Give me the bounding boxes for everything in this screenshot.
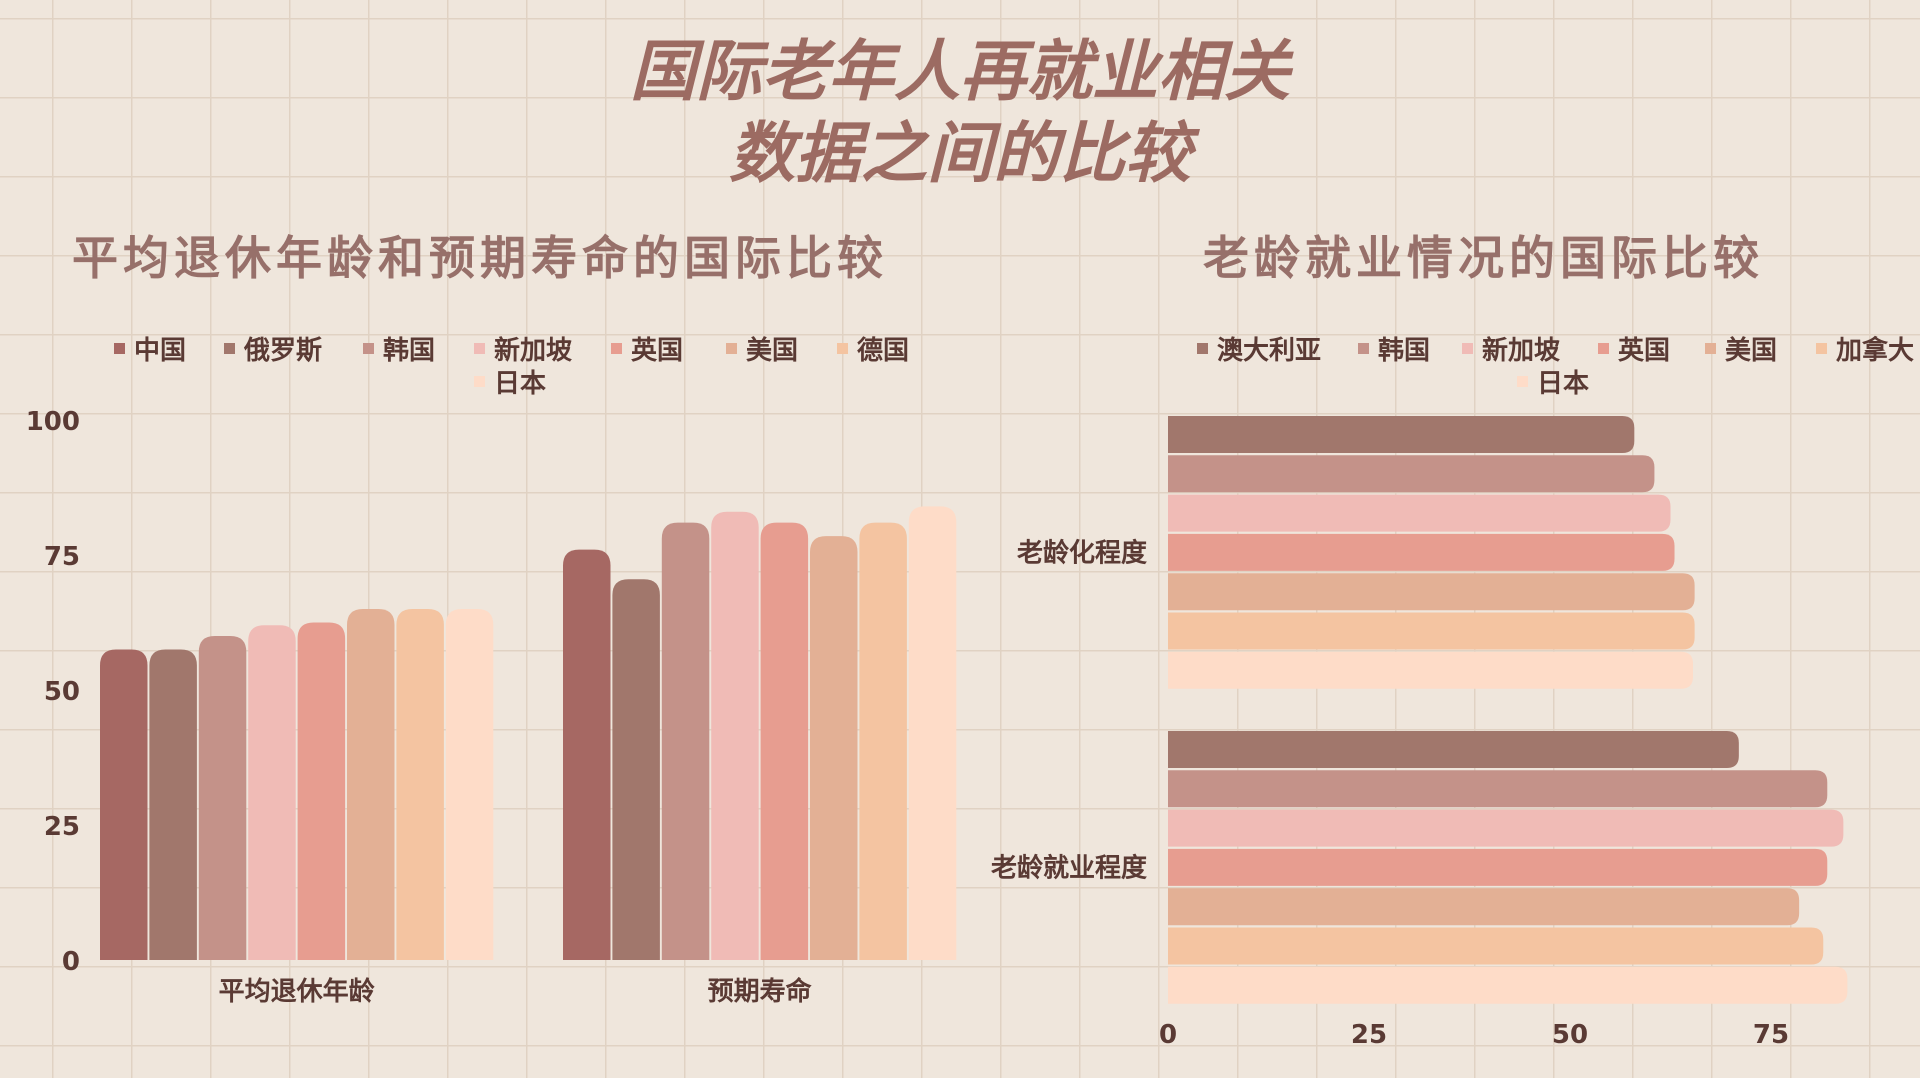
bar xyxy=(1168,731,1739,768)
main-title-line2: 数据之间的比较 xyxy=(729,114,1191,192)
bar xyxy=(1168,533,1675,571)
legend-swatch xyxy=(1705,343,1716,354)
legend-swatch xyxy=(611,343,622,354)
bar xyxy=(100,649,148,960)
bar xyxy=(1168,848,1828,886)
y-category-label: 老龄就业程度 xyxy=(991,853,1147,884)
legend-label: 澳大利亚 xyxy=(1217,336,1322,366)
bar xyxy=(396,609,444,960)
main-title-line1: 国际老年人再就业相关 xyxy=(630,32,1290,110)
legend-swatch xyxy=(224,343,235,354)
legend-swatch xyxy=(1598,343,1609,354)
left-legend-item: 新加坡 xyxy=(474,330,572,367)
bar xyxy=(711,511,759,960)
bar xyxy=(1168,651,1694,689)
bar xyxy=(810,536,858,960)
x-tick-label: 50 xyxy=(1552,1020,1588,1050)
y-tick-label: 25 xyxy=(44,812,80,842)
right-legend-item: 英国 xyxy=(1598,330,1670,367)
legend-label: 新加坡 xyxy=(1482,336,1561,366)
y-tick-label: 0 xyxy=(62,947,80,977)
legend-label: 美国 xyxy=(1725,336,1778,366)
legend-swatch xyxy=(1462,343,1473,354)
y-tick-label: 100 xyxy=(26,407,80,437)
legend-swatch xyxy=(837,343,848,354)
right-legend-item: 日本 xyxy=(1517,363,1589,400)
x-category-label: 预期寿命 xyxy=(708,976,813,1007)
right-legend-item: 韩国 xyxy=(1358,330,1430,367)
bar xyxy=(908,506,957,960)
bar xyxy=(1168,416,1635,453)
legend-swatch xyxy=(1358,343,1369,354)
bar xyxy=(149,649,197,960)
bar xyxy=(347,609,395,960)
x-tick-label: 75 xyxy=(1753,1020,1789,1050)
bar xyxy=(1168,612,1695,650)
bar xyxy=(1168,455,1655,493)
legend-label: 美国 xyxy=(746,336,799,366)
left-legend-item: 德国 xyxy=(837,330,909,367)
y-category-label: 老龄化程度 xyxy=(1017,538,1147,569)
left-legend-item: 韩国 xyxy=(363,330,435,367)
legend-swatch xyxy=(1517,376,1528,387)
bar xyxy=(1168,966,1848,1004)
legend-label: 韩国 xyxy=(1378,336,1431,366)
main-title: 国际老年人再就业相关 数据之间的比较 xyxy=(0,30,1920,194)
bar xyxy=(563,549,611,960)
legend-label: 加拿大 xyxy=(1836,336,1915,366)
left-chart-title: 平均退休年龄和预期寿命的国际比较 xyxy=(72,231,888,285)
x-category-label: 平均退休年龄 xyxy=(219,976,376,1007)
right-legend-item: 加拿大 xyxy=(1816,330,1914,367)
legend-label: 德国 xyxy=(857,336,910,366)
bar xyxy=(661,522,710,960)
legend-label: 中国 xyxy=(134,336,187,366)
legend-label: 英国 xyxy=(1618,336,1671,366)
legend-swatch xyxy=(114,343,125,354)
bar xyxy=(297,622,346,960)
bar xyxy=(1168,809,1844,847)
bar xyxy=(445,609,494,960)
bar xyxy=(198,636,247,960)
right-legend-item: 美国 xyxy=(1705,330,1777,367)
left-bar-chart: 0 25 50 75 100 平均退休年龄 预期寿命 xyxy=(26,407,957,1007)
legend-swatch xyxy=(474,343,485,354)
right-legend-item: 新加坡 xyxy=(1462,330,1560,367)
bar xyxy=(760,522,809,960)
bar xyxy=(1168,494,1671,532)
left-legend-item: 美国 xyxy=(726,330,798,367)
x-tick-label: 0 xyxy=(1159,1020,1177,1050)
bar xyxy=(1168,888,1800,926)
y-tick-label: 50 xyxy=(44,677,80,707)
legend-swatch xyxy=(1816,343,1827,354)
legend-label: 日本 xyxy=(1537,369,1590,399)
legend-swatch xyxy=(363,343,374,354)
legend-label: 新加坡 xyxy=(494,336,573,366)
y-tick-label: 75 xyxy=(44,542,80,572)
legend-label: 日本 xyxy=(494,369,547,399)
bar xyxy=(1168,770,1828,808)
legend-label: 英国 xyxy=(631,336,684,366)
bar xyxy=(1168,573,1695,611)
left-legend-item: 俄罗斯 xyxy=(224,330,322,367)
bar xyxy=(1168,927,1824,965)
legend-label: 韩国 xyxy=(383,336,436,366)
right-chart-title: 老龄就业情况的国际比较 xyxy=(1203,231,1764,285)
bar xyxy=(612,579,660,960)
left-legend-item: 英国 xyxy=(611,330,683,367)
legend-swatch xyxy=(1197,343,1208,354)
legend-swatch xyxy=(726,343,737,354)
x-tick-label: 25 xyxy=(1351,1020,1387,1050)
bar xyxy=(248,625,296,960)
legend-label: 俄罗斯 xyxy=(244,336,323,366)
right-legend-item: 澳大利亚 xyxy=(1197,330,1321,367)
bar xyxy=(859,522,907,960)
left-legend-item: 中国 xyxy=(114,330,186,367)
left-legend-item: 日本 xyxy=(474,363,546,400)
legend-swatch xyxy=(474,376,485,387)
